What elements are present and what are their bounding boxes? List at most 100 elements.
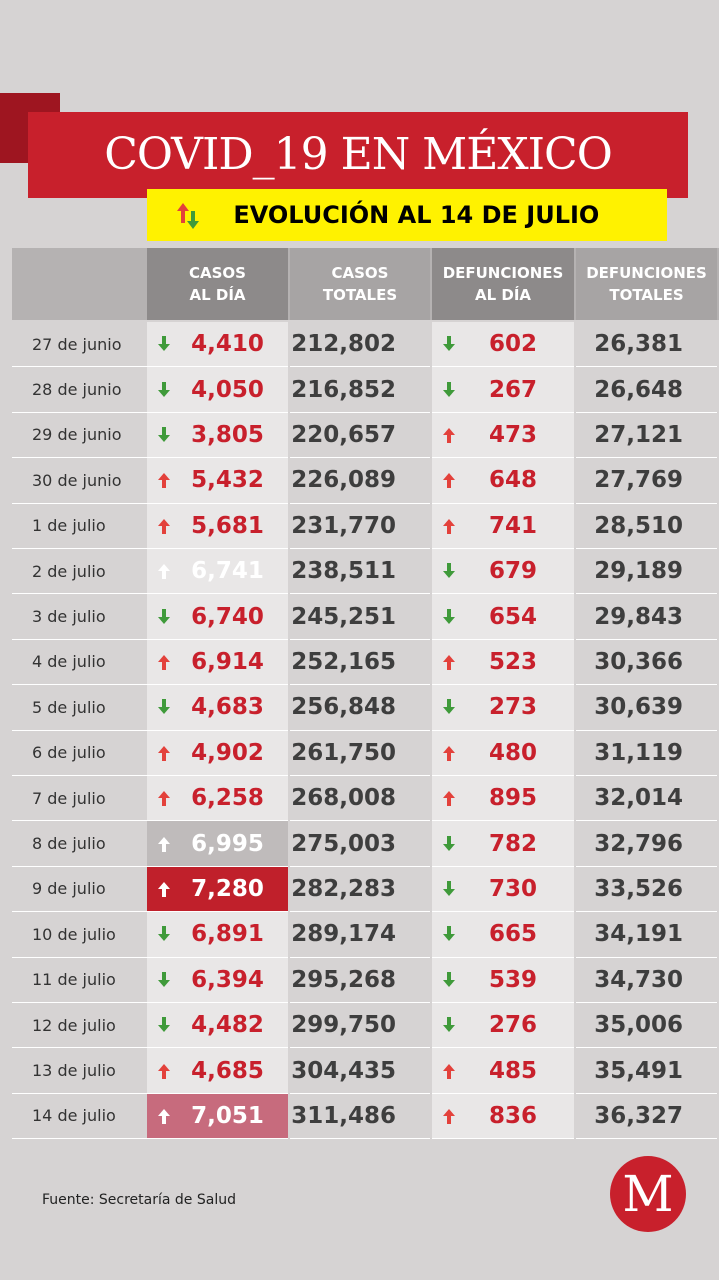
trend-arrow [158, 971, 170, 987]
value-cell: 539 [432, 957, 574, 1003]
value-cell: 35,006 [576, 1003, 717, 1049]
value: 4,685 [191, 1057, 264, 1084]
value-cell: 238,511 [290, 549, 430, 595]
value: 311,486 [291, 1102, 396, 1129]
trend-arrow [158, 836, 170, 852]
value-cell: 289,174 [290, 912, 430, 958]
value: 34,730 [594, 966, 683, 993]
value: 268,008 [291, 785, 396, 812]
value-cell: 267 [432, 367, 574, 413]
value-cell: 782 [432, 821, 574, 867]
date: 1 de julio [32, 516, 106, 536]
header-line: TOTALES [609, 286, 684, 304]
value: 31,119 [594, 739, 683, 766]
value: 29,189 [594, 558, 683, 585]
date: 13 de julio [32, 1061, 116, 1081]
trend-arrow [158, 1063, 170, 1079]
trend-arrow [158, 791, 170, 807]
value: 730 [488, 875, 537, 902]
date: 6 de julio [32, 743, 106, 763]
value: 7,280 [191, 875, 264, 902]
trend-arrow [443, 608, 455, 624]
value: 6,741 [191, 558, 264, 585]
value: 4,902 [191, 739, 264, 766]
trend-arrow [443, 699, 455, 715]
date-cell: 28 de junio [12, 367, 147, 413]
value-cell: 7,280 [147, 866, 288, 913]
value-cell: 261,750 [290, 730, 430, 776]
date: 4 de julio [32, 652, 106, 672]
value: 3,805 [191, 421, 264, 448]
date-cell: 1 de julio [12, 504, 147, 549]
value-cell: 4,683 [147, 685, 288, 731]
value-cell: 4,685 [147, 1048, 288, 1094]
trend-arrow [443, 473, 455, 489]
trend-arrow [158, 1108, 170, 1124]
trend-arrow [158, 654, 170, 670]
header-line: AL DÍA [474, 286, 532, 304]
date-cell: 12 de julio [12, 1003, 147, 1049]
trend-arrow [443, 971, 455, 987]
trend-arrow [158, 426, 170, 442]
source: Fuente: Secretaría de Salud [42, 1192, 236, 1208]
value-cell: 741 [432, 503, 574, 549]
date: 14 de julio [32, 1106, 116, 1126]
value-cell: 29,189 [576, 549, 717, 595]
value: 602 [488, 331, 537, 358]
column-header: DEFUNCIONES AL DÍA [432, 248, 574, 320]
value-cell: 27,121 [576, 412, 717, 459]
value-cell: 4,050 [147, 367, 288, 413]
date-cell: 11 de julio [12, 958, 147, 1003]
column-header: CASOS TOTALES [290, 248, 430, 320]
value: 895 [488, 785, 537, 812]
column-header: CASOS AL DÍA [147, 248, 288, 320]
value: 35,491 [594, 1057, 683, 1084]
value-cell: 6,914 [147, 639, 288, 686]
value: 28,510 [594, 512, 683, 539]
value-cell: 26,381 [576, 322, 717, 368]
value: 226,089 [291, 467, 396, 494]
trend-icon [177, 203, 199, 229]
value: 261,750 [291, 739, 396, 766]
value: 6,258 [191, 785, 264, 812]
trend-arrow [443, 926, 455, 942]
value-cell: 26,648 [576, 367, 717, 413]
value-cell: 5,432 [147, 458, 288, 504]
date: 5 de julio [32, 697, 106, 717]
trend-arrow [443, 835, 455, 851]
value-cell: 473 [432, 412, 574, 459]
trend-arrow [443, 336, 455, 352]
value: 29,843 [594, 603, 683, 630]
value: 289,174 [291, 921, 396, 948]
value-cell: 273 [432, 685, 574, 731]
trend-arrow [158, 926, 170, 942]
trend-arrow [158, 518, 170, 534]
value-cell: 895 [432, 776, 574, 822]
value-cell: 836 [432, 1093, 574, 1140]
value: 665 [488, 921, 537, 948]
value: 6,995 [191, 830, 264, 857]
value: 34,191 [594, 921, 683, 948]
value-cell: 226,089 [290, 458, 430, 504]
value: 26,381 [594, 331, 683, 358]
value-cell: 6,258 [147, 776, 288, 822]
subtitle: EVOLUCIÓN AL 14 DE JULIO [233, 201, 600, 229]
value: 648 [488, 467, 537, 494]
value: 276 [488, 1012, 537, 1039]
value-cell: 29,843 [576, 594, 717, 640]
value-cell: 28,510 [576, 503, 717, 549]
value-cell: 3,805 [147, 412, 288, 459]
date: 12 de julio [32, 1015, 116, 1035]
value-cell: 27,769 [576, 458, 717, 504]
value-cell: 252,165 [290, 639, 430, 686]
value: 473 [488, 421, 537, 448]
date-cell: 30 de junio [12, 458, 147, 504]
trend-arrow [158, 881, 170, 897]
value-cell: 648 [432, 458, 574, 504]
value-cell: 5,681 [147, 503, 288, 549]
value-cell: 679 [432, 549, 574, 595]
trend-arrow [158, 745, 170, 761]
value: 654 [488, 603, 537, 630]
value-cell: 4,902 [147, 730, 288, 776]
date: 29 de junio [32, 425, 122, 445]
